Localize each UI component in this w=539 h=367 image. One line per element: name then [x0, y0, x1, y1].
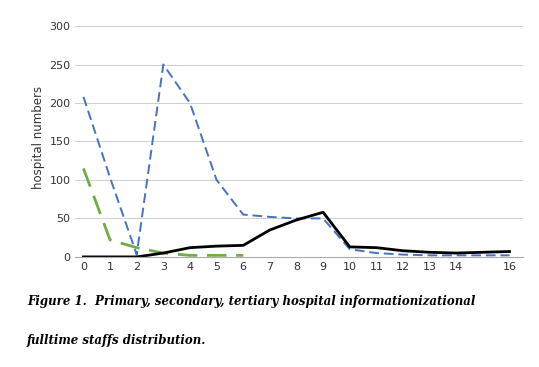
Text: Figure 1.  Primary, secondary, tertiary hospital informationizational: Figure 1. Primary, secondary, tertiary h…	[27, 295, 475, 308]
Y-axis label: hospital numbers: hospital numbers	[32, 86, 45, 189]
Text: fulltime staffs distribution.: fulltime staffs distribution.	[27, 334, 206, 347]
